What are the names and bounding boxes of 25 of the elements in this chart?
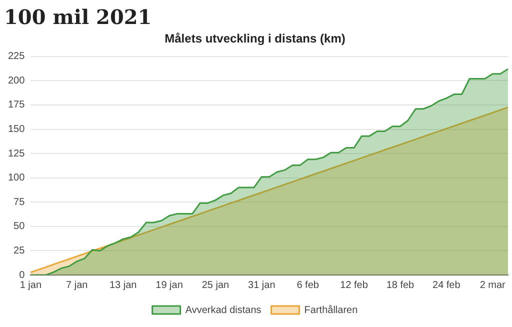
chart-subtitle: Målets utveckling i distans (km) <box>164 32 346 46</box>
y-tick-label: 25 <box>14 245 26 256</box>
y-tick-label: 100 <box>8 172 26 184</box>
x-tick-label: 18 feb <box>386 280 415 291</box>
y-tick-label: 175 <box>8 100 26 111</box>
y-tick-label: 150 <box>8 124 26 136</box>
x-tick-label: 19 jan <box>156 280 183 291</box>
legend-label: Avverkad distans <box>185 304 262 316</box>
y-tick-label: 50 <box>14 221 26 232</box>
legend-label: Farthållaren <box>304 304 358 316</box>
x-tick-label: 25 jan <box>202 280 230 291</box>
x-tick-label: 24 feb <box>432 280 461 291</box>
x-tick-label: 31 jan <box>248 280 276 291</box>
x-tick-label: 2 mar <box>480 280 506 291</box>
x-tick-label: 13 jan <box>109 280 137 291</box>
x-tick-label: 1 jan <box>20 280 42 291</box>
y-tick-label: 225 <box>8 51 26 62</box>
chart-title: 100 mil 2021 <box>3 4 153 30</box>
x-tick-label: 12 feb <box>340 280 368 291</box>
y-tick-label: 0 <box>19 270 26 281</box>
y-tick-label: 75 <box>14 196 26 208</box>
y-tick-label: 200 <box>8 75 26 86</box>
y-tick-label: 125 <box>8 148 26 160</box>
x-tick-label: 7 jan <box>66 280 88 291</box>
x-tick-label: 6 feb <box>296 280 320 291</box>
